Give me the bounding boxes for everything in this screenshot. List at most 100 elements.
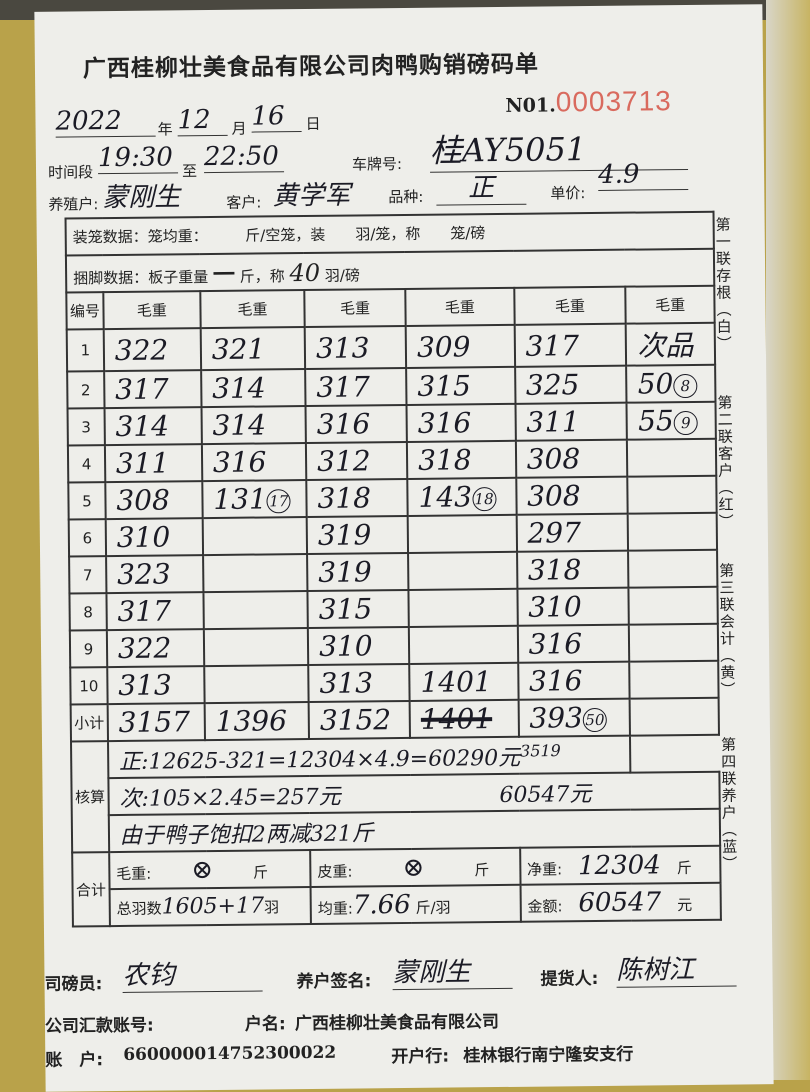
weight-value: 311 [526,405,580,439]
weight-cell: 50 8 [626,364,716,403]
weight-cell: 55 9 [626,401,716,440]
calc-label: 核算 [71,741,110,853]
weight-value: 319 [317,518,372,552]
empty-cell [630,697,719,736]
count-total: 总羽数1605+17羽 [109,886,312,927]
picker-signature: 陈树江 [616,948,737,988]
row-number: 3 [67,408,105,446]
weight-value: 297 [527,516,582,550]
weight-table: 装笼数据：笼均重： 斤/空笼，装 羽/笼，称 笼/磅 捆脚数据：板子重量 一 斤… [65,211,722,928]
weight-value: 次品 [637,328,694,363]
net-total: 净重: 12304 斤 [519,845,721,885]
weight-cell [202,554,308,593]
unit: 斤 [676,858,692,877]
customer-label: 客户: [226,193,262,212]
weight-cell: 318 [406,440,516,479]
serial-number: N01.0003713 [505,85,672,119]
customer-value: 黄学军 [272,180,351,212]
subtotal-cell: 393 50 [518,698,631,737]
weight-cell: 310 [105,518,203,557]
acct-no-label: 账 户: [45,1050,104,1071]
row-number: 6 [68,519,106,557]
weight-cell: 次品 [626,322,716,366]
count-value: 1605+17 [161,893,265,920]
weight-cell: 312 [305,441,408,481]
unit: 元 [677,895,693,914]
weight-cell: 314 [201,406,306,445]
weight-cell [627,438,717,477]
weight-cell: 317 [103,370,202,409]
variety-label: 品种: [388,187,424,207]
weight-cell [203,591,308,630]
weight-cell: 317 [106,592,204,631]
weight-cell: 316 [517,661,631,700]
price-label: 单价: [550,184,586,203]
weight-cell: 314 [200,369,306,408]
weight-value: 318 [527,553,582,587]
weight-cell: 313 [107,666,205,705]
weight-cell: 321 [200,327,306,371]
weight-cell: 318 [306,478,408,518]
weight-cell: 310 [517,587,630,626]
row-number: 9 [69,630,108,668]
circled-count: 9 [673,410,698,435]
weight-cell [628,512,718,551]
weight-value: 317 [115,372,169,407]
weight-cell: 316 [305,404,407,444]
time-to-label: 至 [181,162,198,181]
weight-value: 311 [115,446,170,481]
bank-label: 开户行: [391,1046,450,1068]
weight-cell: 315 [406,366,516,405]
weight-cell [628,549,718,588]
empty-cell [630,735,719,773]
weight-value: 314 [115,409,170,444]
plate-label: 车牌号: [351,154,403,174]
weight-value: 308 [116,483,170,518]
weight-cell: 309 [405,324,515,368]
background-edge [766,0,810,1080]
weight-cell [629,660,719,699]
amount-value: 60547 [578,886,662,918]
column-header: 毛重 [103,291,201,330]
month-value: 12 [177,104,228,137]
net-label: 净重: [526,859,563,879]
time-label: 时间段 [47,163,94,182]
circled-count: 50 [582,707,608,732]
tare-value: ⊗ [402,852,425,883]
weight-cell [202,517,308,556]
tie-prefix: 捆脚数据：板子重量 [73,267,209,287]
weight-value: 313 [118,668,172,702]
weight-cell: 310 [307,626,410,666]
weight-cell [629,623,719,662]
weight-cell [628,586,718,625]
farmer-signature: 蒙刚生 [392,950,513,991]
month-label: 月 [231,119,247,138]
tare-label: 皮重: [317,862,353,881]
weight-cell: 317 [514,323,627,367]
weight-cell [204,665,309,704]
weight-cell: 313 [308,663,410,703]
form-title: 广西桂柳壮美食品有限公司肉鸭购销磅码单 [82,51,540,83]
acct-no: 660000014752300022 [123,1042,337,1065]
bank-name: 桂林银行南宁隆安支行 [463,1044,634,1067]
account-name-label: 户名: [244,1014,286,1035]
weight-cell: 323 [105,555,204,594]
weight-value: 316 [417,406,472,440]
count-label: 总羽数 [116,899,162,919]
weight-cell: 1401 [409,662,519,701]
unit: 斤 [253,862,269,882]
circled-count: 8 [673,373,698,398]
time-from: 19:30 [97,142,179,175]
row-number: 10 [70,667,108,705]
row-number: 1 [66,329,104,372]
weight-cell [408,588,518,627]
year-value: 2022 [55,105,156,138]
weight-value: 317 [117,594,172,629]
unit: 斤 [474,860,490,879]
copy-note-3: 第三联会计（黄） [717,562,737,699]
weight-cell [408,551,518,590]
serial-value: 0003713 [555,85,672,118]
weight-cell: 308 [105,481,203,520]
weight-cell: 315 [307,589,409,629]
board-weight: 一 [212,262,236,288]
